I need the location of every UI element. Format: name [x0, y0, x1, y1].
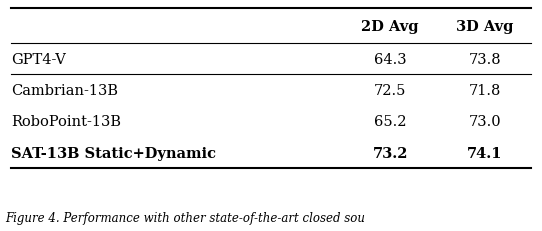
Text: 65.2: 65.2 — [374, 115, 406, 129]
Text: RoboPoint-13B: RoboPoint-13B — [11, 115, 121, 129]
Text: 71.8: 71.8 — [469, 84, 501, 98]
Text: GPT4-V: GPT4-V — [11, 52, 66, 67]
Text: 64.3: 64.3 — [374, 52, 406, 67]
Text: 73.2: 73.2 — [372, 146, 408, 160]
Text: 3D Avg: 3D Avg — [456, 20, 514, 33]
Text: SAT-13B Static+Dynamic: SAT-13B Static+Dynamic — [11, 146, 216, 160]
Text: 2D Avg: 2D Avg — [362, 20, 419, 33]
Text: 73.0: 73.0 — [469, 115, 501, 129]
Text: Figure 4. Performance with other state-of-the-art closed sou: Figure 4. Performance with other state-o… — [5, 211, 365, 224]
Text: 72.5: 72.5 — [374, 84, 406, 98]
Text: Cambrian-13B: Cambrian-13B — [11, 84, 118, 98]
Text: 74.1: 74.1 — [467, 146, 503, 160]
Text: 73.8: 73.8 — [469, 52, 501, 67]
